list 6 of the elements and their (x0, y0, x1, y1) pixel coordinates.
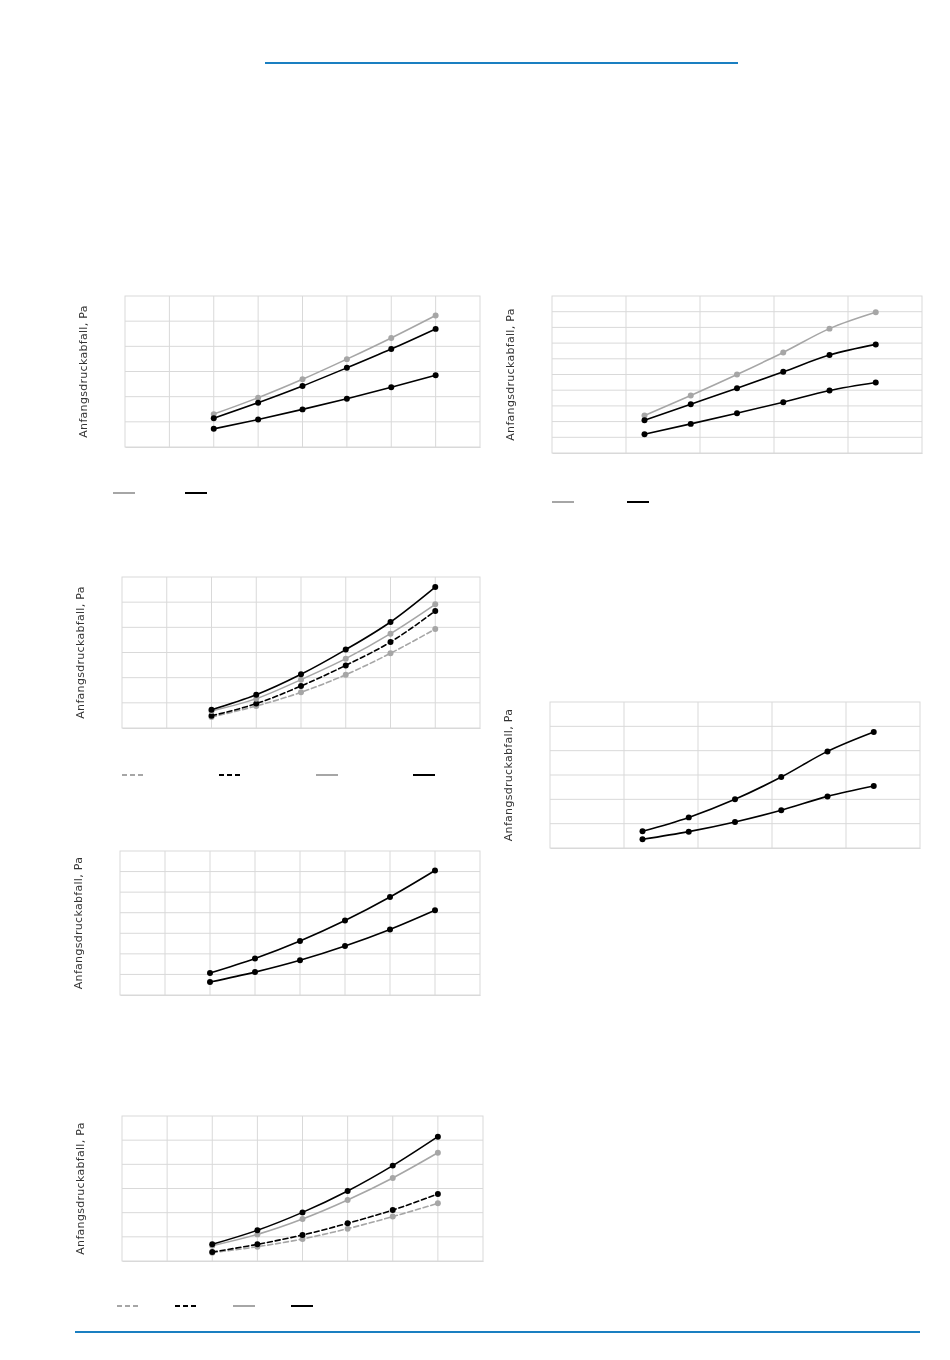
y-axis-title: Anfangsdruckabfall, Pa (72, 856, 85, 990)
y-axis-title: Anfangsdruckabfall, Pa (74, 586, 87, 719)
y-axis-title: Anfangsdruckabfall, Pa (504, 308, 517, 441)
y-axis-title: Anfangsdruckabfall, Pa (74, 1122, 87, 1255)
y-axis-title: Anfangsdruckabfall, Pa (77, 305, 90, 438)
y-axis-title: Anfangsdruckabfall, Pa (502, 708, 515, 842)
